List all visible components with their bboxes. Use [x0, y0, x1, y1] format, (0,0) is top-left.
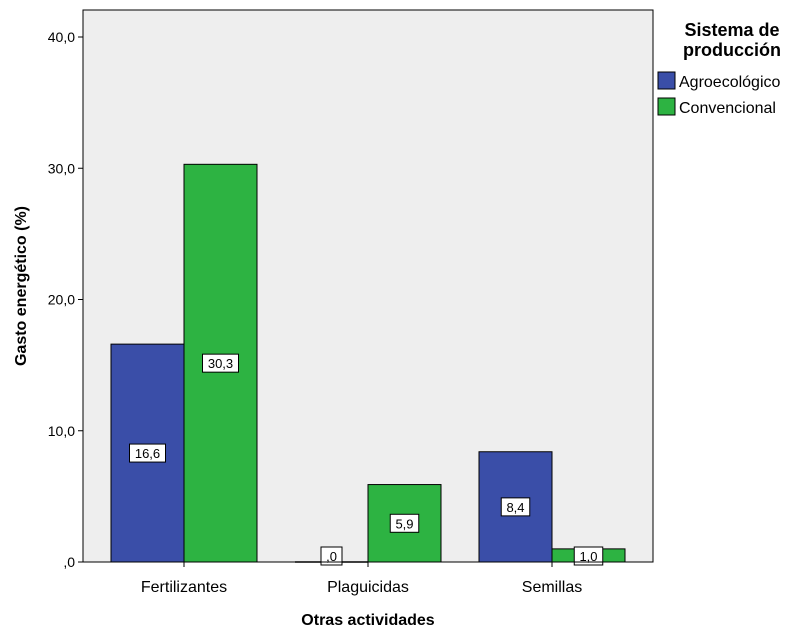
data-labels-layer: 16,6 30,3 ,0 5,9 8,4 1,0: [129, 353, 604, 566]
legend: Sistema de producción Agroecológico Conv…: [657, 20, 781, 117]
data-label-box-fertilizantes-convencional: [202, 353, 239, 373]
data-label-plaguicidas-convencional: 5,9: [395, 516, 413, 531]
y-tick-label-1: 10,0: [48, 423, 75, 439]
data-label-fertilizantes-convencional: 30,3: [208, 356, 233, 371]
data-label-box-plaguicidas-agroecologico: [320, 546, 343, 566]
data-label-semillas-agroecologico: 8,4: [506, 500, 524, 515]
x-tick-label-semillas: Semillas: [522, 579, 582, 596]
y-tick-label-0: ,0: [63, 554, 75, 570]
x-axis-title: Otras actividades: [301, 612, 435, 629]
legend-label-agroecologico: Agroecológico: [679, 74, 781, 91]
legend-label-convencional: Convencional: [679, 100, 776, 117]
legend-swatch-convencional: [657, 97, 676, 116]
y-tick-label-3: 30,0: [48, 160, 75, 176]
data-label-semillas-convencional: 1,0: [579, 549, 597, 564]
legend-title-line-2: producción: [683, 40, 781, 60]
legend-swatch-agroecologico: [657, 71, 676, 90]
data-label-fertilizantes-agroecologico: 16,6: [135, 446, 160, 461]
y-tick-label-4: 40,0: [48, 29, 75, 45]
data-label-box-fertilizantes-agroecologico: [129, 443, 166, 463]
y-axis: ,0 10,0 20,0 30,0 40,0: [48, 10, 84, 570]
legend-title-line-1: Sistema de: [684, 20, 779, 40]
x-axis: Fertilizantes Plaguicidas Semillas: [83, 561, 653, 596]
x-tick-label-plaguicidas: Plaguicidas: [327, 579, 409, 596]
data-label-box-semillas-convencional: [573, 546, 604, 566]
y-tick-label-2: 20,0: [48, 292, 75, 308]
y-axis-title: Gasto energético (%): [13, 206, 30, 366]
x-tick-label-fertilizantes: Fertilizantes: [141, 579, 227, 596]
data-label-box-plaguicidas-convencional: [389, 513, 420, 533]
data-label-box-semillas-agroecologico: [500, 497, 531, 517]
data-label-plaguicidas-agroecologico: ,0: [326, 549, 337, 564]
